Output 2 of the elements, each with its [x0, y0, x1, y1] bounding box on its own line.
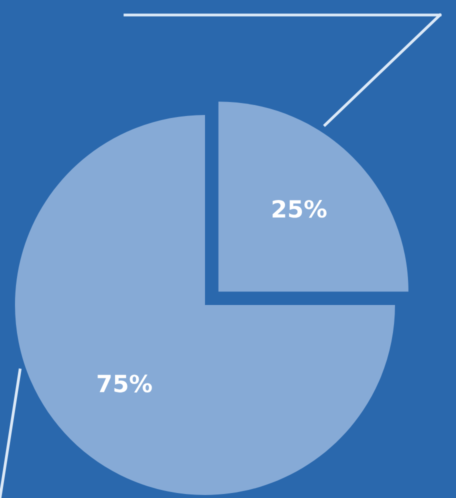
data-label: 75%: [98, 374, 152, 392]
data-label: 25%: [272, 200, 327, 218]
